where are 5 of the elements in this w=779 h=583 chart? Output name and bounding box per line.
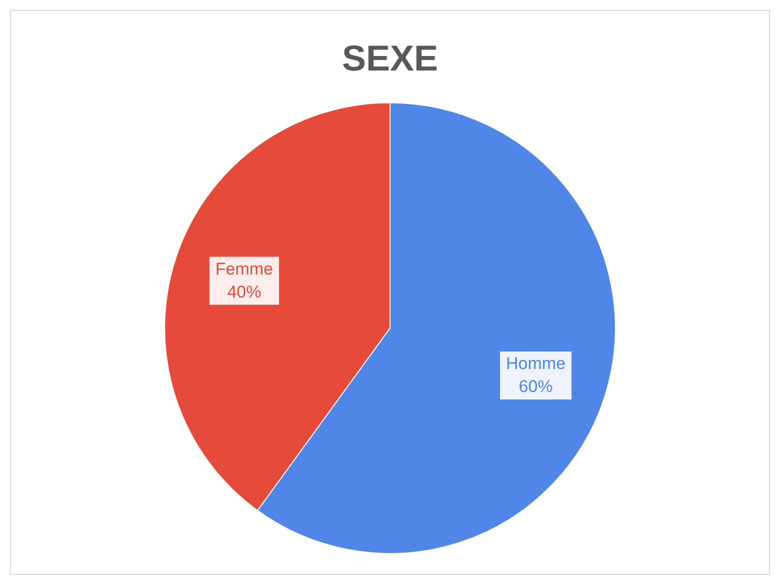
slice-label: Femme: [215, 259, 274, 278]
data-label: 60%: [518, 377, 553, 396]
chart-title: SEXE: [342, 38, 438, 79]
data-label: 40%: [227, 282, 262, 302]
slice-label: Homme: [506, 354, 566, 374]
